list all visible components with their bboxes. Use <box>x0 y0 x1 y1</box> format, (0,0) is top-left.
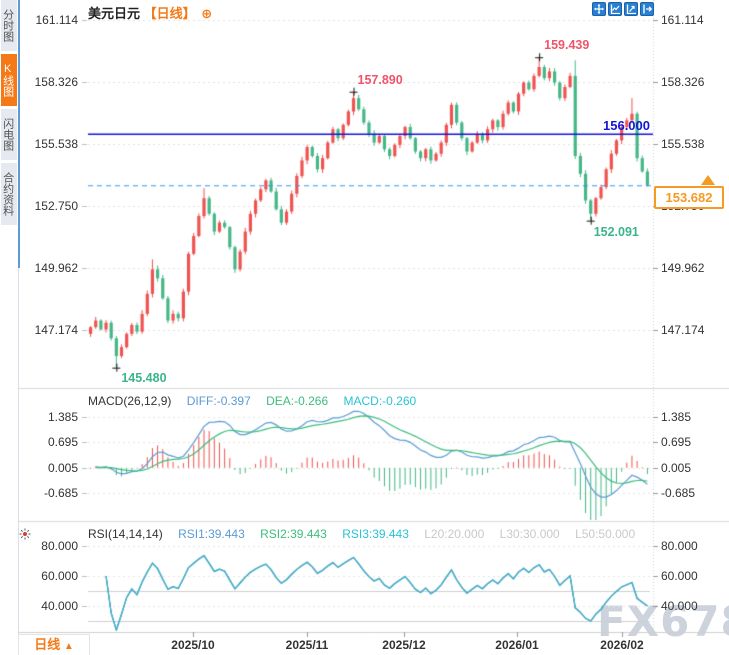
annotation-low-145: 145.480 <box>121 370 167 385</box>
macd-diff-value: DIFF:-0.397 <box>186 394 251 408</box>
add-indicator-icon[interactable]: ⊕ <box>201 6 213 21</box>
price-up-arrow-icon <box>701 175 715 186</box>
rsi1-value: RSI1:39.443 <box>178 527 245 541</box>
annotation-high-157: 157.890 <box>357 72 403 87</box>
annotation-low-152: 152.091 <box>593 224 639 239</box>
rsi-axis-label-left: 60.000 <box>41 569 78 583</box>
macd-axis-label-right: 0.695 <box>661 435 692 449</box>
annotation-high-159: 159.439 <box>544 38 590 53</box>
axis-scale-button[interactable] <box>608 2 622 16</box>
macd-header: MACD(26,12,9) DIFF:-0.397 DEA:-0.266 MAC… <box>88 394 428 408</box>
period-arrow-icon: ▲ <box>63 641 74 652</box>
price-axis-label-left: 147.174 <box>34 323 78 337</box>
macd-axis-label-left: -0.685 <box>43 486 78 500</box>
exit-restore-icon <box>643 4 652 14</box>
title-bar: 美元日元 【日线】 ⊕ <box>88 3 212 22</box>
horizontal-line-label: 156.000 <box>603 117 650 133</box>
symbol-title: 美元日元 <box>88 6 141 21</box>
price-axis-label-right: 147.174 <box>661 323 705 337</box>
macd-axis-label-left: 0.695 <box>47 435 78 449</box>
rsi-settings-icon[interactable] <box>19 527 31 545</box>
x-axis-label: 2026/01 <box>495 638 539 652</box>
macd-axis-label-right: 1.385 <box>661 410 692 424</box>
rsi-l20-value: L20:20.000 <box>424 527 485 541</box>
price-axis-label-left: 155.538 <box>34 137 78 151</box>
rsi-axis-label-right: 40.000 <box>661 599 698 613</box>
macd-axis-label-left: 1.385 <box>47 410 78 424</box>
x-axis-label: 2025/10 <box>171 638 215 652</box>
rsi-title: RSI(14,14,14) <box>88 527 163 541</box>
rsi-axis-label-left: 40.000 <box>41 599 78 613</box>
price-axis-label-left: 152.750 <box>34 199 78 213</box>
crosshair-pan-button[interactable] <box>592 2 606 16</box>
axis-scale-play-button[interactable] <box>624 2 638 16</box>
rsi-axis-label-left: 80.000 <box>41 539 78 553</box>
macd-dea-value: DEA:-0.266 <box>266 394 329 408</box>
x-axis-label: 2025/11 <box>285 638 329 652</box>
period-label: 日线 <box>34 637 61 652</box>
macd-axis-label-right: -0.685 <box>661 486 696 500</box>
rsi2-value: RSI2:39.443 <box>260 527 327 541</box>
price-axis-label-left: 161.114 <box>35 13 79 27</box>
price-axis-label-right: 149.962 <box>661 261 705 275</box>
crosshair-pan-icon <box>594 4 604 14</box>
price-axis-label-right: 155.538 <box>661 137 705 151</box>
rsi-l50-value: L50:50.000 <box>575 527 636 541</box>
x-axis-label: 2025/12 <box>382 638 426 652</box>
price-axis-label-left: 158.326 <box>34 75 78 89</box>
macd-title: MACD(26,12,9) <box>88 394 172 408</box>
rsi3-value: RSI3:39.443 <box>342 527 409 541</box>
macd-macd-value: MACD:-0.260 <box>343 394 417 408</box>
rsi-header: RSI(14,14,14) RSI1:39.443 RSI2:39.443 RS… <box>88 527 647 541</box>
exit-restore-button[interactable] <box>640 2 654 16</box>
price-axis-label-right: 158.326 <box>661 75 705 89</box>
last-price-box: 153.682 <box>654 186 724 210</box>
macd-axis-label-right: 0.005 <box>661 461 692 475</box>
price-axis-label-right: 161.114 <box>661 13 704 27</box>
axis-scale-icon <box>610 4 620 14</box>
price-axis-label-left: 149.962 <box>34 261 78 275</box>
rsi-axis-label-right: 80.000 <box>661 539 698 553</box>
chart-toolbar <box>592 2 654 16</box>
x-axis-label: 2026/02 <box>600 638 644 652</box>
period-tag: 【日线】 <box>143 6 196 21</box>
rsi-axis-label-right: 60.000 <box>661 569 698 583</box>
rsi-l30-value: L30:30.000 <box>499 527 560 541</box>
macd-axis-label-left: 0.005 <box>47 461 78 475</box>
axis-scale-play-icon <box>626 4 636 14</box>
period-selector[interactable]: 日线 ▲ <box>18 634 90 655</box>
